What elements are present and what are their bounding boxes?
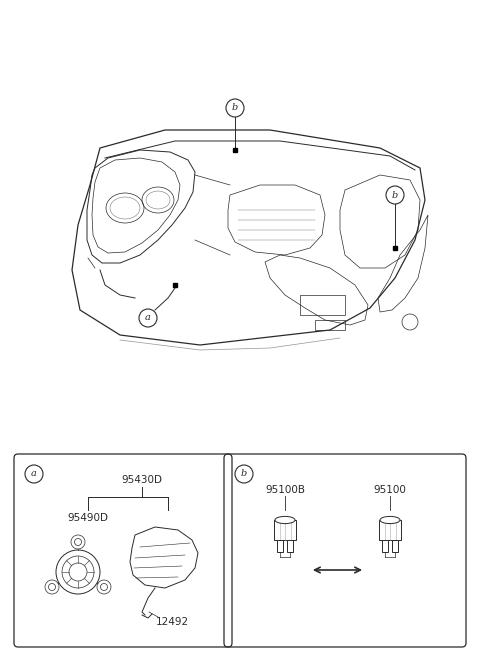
Bar (274, 520, 296, 540)
Text: 12492: 12492 (156, 617, 189, 627)
Text: b: b (232, 104, 238, 112)
Circle shape (139, 309, 157, 327)
Bar (315, 320, 345, 330)
Bar (392, 540, 398, 552)
Circle shape (25, 465, 43, 483)
Bar (300, 295, 345, 315)
Text: b: b (392, 190, 398, 199)
Ellipse shape (380, 516, 400, 523)
Ellipse shape (275, 516, 295, 523)
Text: 95100B: 95100B (265, 485, 305, 495)
Text: b: b (241, 470, 247, 478)
Circle shape (226, 99, 244, 117)
Text: 95100: 95100 (373, 485, 407, 495)
Bar (382, 540, 388, 552)
Text: a: a (31, 470, 37, 478)
Text: 95490D: 95490D (68, 513, 108, 523)
Circle shape (386, 186, 404, 204)
Circle shape (235, 465, 253, 483)
Text: 95430D: 95430D (121, 475, 163, 485)
Bar (379, 520, 401, 540)
Bar (277, 540, 283, 552)
Text: a: a (145, 314, 151, 323)
Bar (287, 540, 293, 552)
